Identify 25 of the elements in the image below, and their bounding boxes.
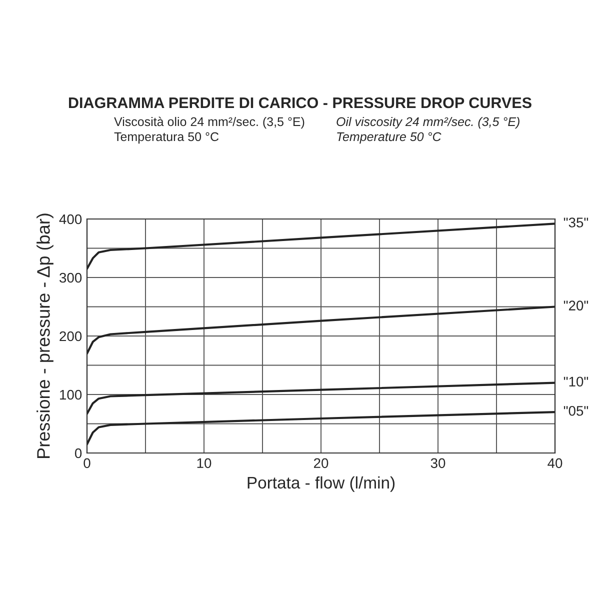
series-label: "05" xyxy=(564,406,588,416)
x-tick-label: 0 xyxy=(84,458,90,468)
line-series xyxy=(87,222,555,270)
series-label: "20" xyxy=(564,300,588,310)
x-tick-label: 10 xyxy=(197,458,212,468)
text: Viscosità olio 24 mm²/sec. (3,5 °E) xyxy=(114,116,304,129)
y-tick-label: 400 xyxy=(59,214,82,224)
line-series xyxy=(87,411,555,446)
y-tick-label: 300 xyxy=(60,272,82,283)
text: Oil viscosity 24 mm²/sec. (3,5 °E) xyxy=(336,116,520,129)
x-tick-label: 30 xyxy=(430,458,446,468)
text: Temperatura 50 °C xyxy=(114,132,219,144)
y-tick-label: 0 xyxy=(74,448,82,458)
y-tick-label: 100 xyxy=(60,390,82,400)
y-axis-title: Pressione - pressure - Δp (bar) xyxy=(36,214,54,458)
series-label: "10" xyxy=(564,376,588,387)
chart-title: DIAGRAMMA PERDITE DI CARICO - PRESSURE DROP CURVES xyxy=(68,97,532,108)
text: Temperature 50 °C xyxy=(337,132,442,144)
x-tick-label: 20 xyxy=(314,458,328,468)
line-series xyxy=(87,306,555,355)
y-tick-label: 200 xyxy=(60,331,82,342)
line-series xyxy=(87,382,555,415)
series-label: "35" xyxy=(564,218,588,228)
x-tick-label: 40 xyxy=(548,458,562,468)
x-axis-title: Portata - flow (l/min) xyxy=(248,476,395,492)
